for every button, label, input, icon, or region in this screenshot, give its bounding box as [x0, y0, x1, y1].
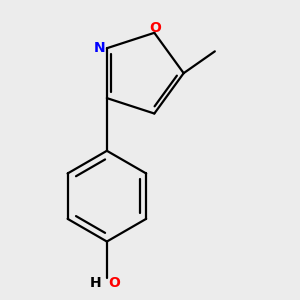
Text: O: O — [108, 276, 120, 290]
Text: N: N — [94, 41, 105, 55]
Text: O: O — [149, 21, 161, 35]
Text: H: H — [90, 276, 102, 290]
